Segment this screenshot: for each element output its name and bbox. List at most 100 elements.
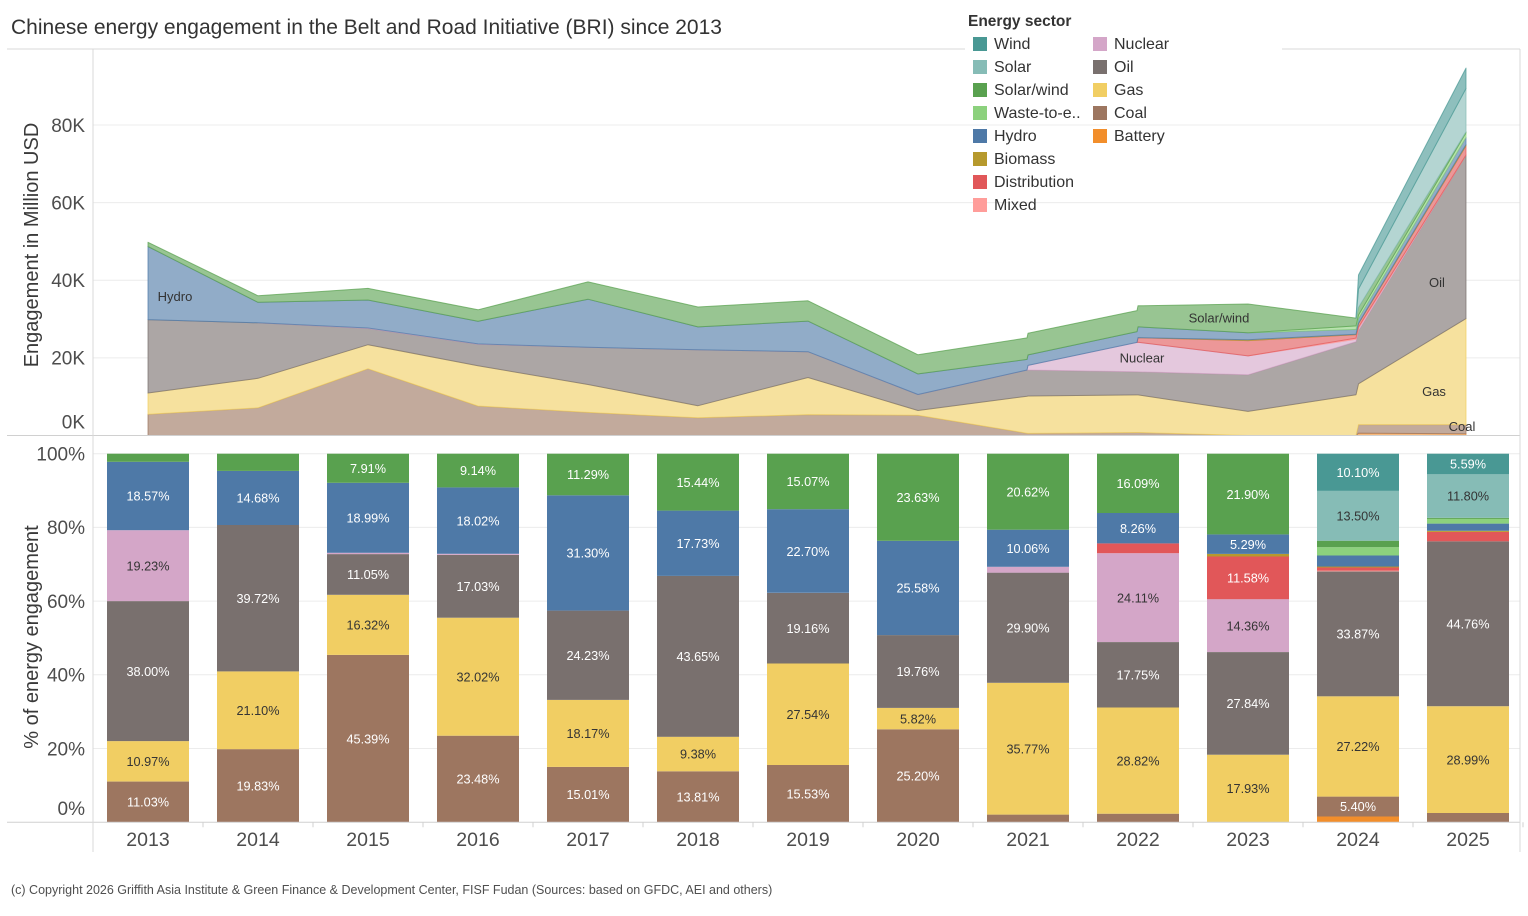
svg-text:25.58%: 25.58% [896, 582, 939, 596]
svg-text:7.91%: 7.91% [350, 462, 386, 476]
svg-text:45.39%: 45.39% [346, 732, 389, 746]
svg-text:18.57%: 18.57% [126, 490, 169, 504]
svg-text:16.32%: 16.32% [346, 619, 389, 633]
svg-text:2015: 2015 [346, 829, 390, 851]
svg-text:13.50%: 13.50% [1336, 510, 1379, 524]
svg-text:18.17%: 18.17% [566, 727, 609, 741]
svg-text:2023: 2023 [1226, 829, 1269, 851]
svg-text:22.70%: 22.70% [786, 545, 829, 559]
svg-text:2013: 2013 [126, 829, 169, 851]
svg-text:Coal: Coal [1449, 419, 1476, 434]
svg-text:15.44%: 15.44% [676, 476, 719, 490]
svg-text:11.58%: 11.58% [1227, 572, 1269, 586]
svg-text:Wind: Wind [994, 36, 1030, 53]
svg-text:5.82%: 5.82% [900, 712, 936, 726]
svg-text:80K: 80K [51, 116, 85, 137]
svg-text:(c) Copyright 2026 Griffith As: (c) Copyright 2026 Griffith Asia Institu… [11, 883, 772, 897]
svg-text:35.77%: 35.77% [1006, 742, 1049, 756]
svg-text:27.54%: 27.54% [786, 708, 829, 722]
svg-text:14.68%: 14.68% [236, 492, 279, 506]
svg-text:19.83%: 19.83% [236, 779, 279, 793]
svg-text:Nuclear: Nuclear [1120, 351, 1165, 366]
svg-text:20%: 20% [47, 739, 85, 760]
svg-text:9.38%: 9.38% [680, 748, 716, 762]
svg-text:2020: 2020 [896, 829, 940, 851]
svg-text:40%: 40% [47, 666, 85, 687]
svg-text:Oil: Oil [1114, 59, 1134, 76]
svg-text:2025: 2025 [1446, 829, 1490, 851]
svg-text:Mixed: Mixed [994, 197, 1037, 214]
svg-text:Coal: Coal [1114, 105, 1147, 122]
svg-text:60%: 60% [47, 592, 85, 613]
svg-text:19.23%: 19.23% [126, 559, 169, 573]
svg-text:0%: 0% [58, 799, 86, 820]
svg-text:2022: 2022 [1116, 829, 1159, 851]
svg-text:19.76%: 19.76% [896, 665, 939, 679]
svg-text:Gas: Gas [1422, 384, 1446, 399]
svg-text:21.90%: 21.90% [1226, 488, 1269, 502]
svg-text:32.02%: 32.02% [456, 670, 499, 684]
svg-text:33.87%: 33.87% [1336, 628, 1379, 642]
svg-text:Distribution: Distribution [994, 174, 1074, 191]
svg-text:9.14%: 9.14% [460, 464, 496, 478]
svg-text:23.48%: 23.48% [456, 773, 499, 787]
svg-text:2016: 2016 [456, 829, 499, 851]
svg-text:11.29%: 11.29% [567, 468, 609, 482]
svg-text:40K: 40K [51, 271, 85, 292]
svg-text:2017: 2017 [566, 829, 609, 851]
svg-text:18.02%: 18.02% [456, 514, 499, 528]
svg-text:Nuclear: Nuclear [1114, 36, 1170, 53]
svg-text:2019: 2019 [786, 829, 829, 851]
svg-text:15.53%: 15.53% [786, 787, 829, 801]
svg-text:Waste-to-e..: Waste-to-e.. [994, 105, 1081, 122]
svg-text:31.30%: 31.30% [566, 547, 609, 561]
svg-text:Engagement in Million USD: Engagement in Million USD [21, 123, 43, 368]
svg-text:29.90%: 29.90% [1006, 621, 1049, 635]
svg-text:Hydro: Hydro [158, 289, 193, 304]
svg-text:5.29%: 5.29% [1230, 538, 1266, 552]
svg-text:11.80%: 11.80% [1447, 490, 1489, 504]
svg-text:20K: 20K [51, 349, 85, 370]
svg-text:10.10%: 10.10% [1336, 466, 1379, 480]
svg-text:28.82%: 28.82% [1116, 754, 1159, 768]
svg-text:5.40%: 5.40% [1340, 800, 1376, 814]
svg-text:39.72%: 39.72% [236, 592, 279, 606]
svg-text:10.97%: 10.97% [126, 755, 169, 769]
svg-text:2021: 2021 [1006, 829, 1049, 851]
svg-text:20.62%: 20.62% [1006, 485, 1049, 499]
svg-text:0K: 0K [62, 413, 86, 434]
svg-text:Solar/wind: Solar/wind [1189, 311, 1250, 326]
svg-text:2024: 2024 [1336, 829, 1380, 851]
svg-text:24.23%: 24.23% [566, 649, 609, 663]
svg-text:Gas: Gas [1114, 82, 1143, 99]
svg-text:Hydro: Hydro [994, 128, 1037, 145]
svg-text:8.26%: 8.26% [1120, 522, 1156, 536]
svg-text:28.99%: 28.99% [1446, 753, 1489, 767]
svg-text:100%: 100% [36, 445, 85, 466]
svg-text:5.59%: 5.59% [1450, 458, 1486, 472]
svg-text:Biomass: Biomass [994, 151, 1055, 168]
svg-text:38.00%: 38.00% [126, 665, 169, 679]
svg-text:Oil: Oil [1429, 275, 1445, 290]
svg-text:11.05%: 11.05% [347, 568, 389, 582]
svg-text:2014: 2014 [236, 829, 280, 851]
svg-text:44.76%: 44.76% [1446, 617, 1489, 631]
svg-text:Energy sector: Energy sector [968, 13, 1071, 30]
svg-text:17.93%: 17.93% [1226, 782, 1269, 796]
svg-text:Solar/wind: Solar/wind [994, 82, 1069, 99]
svg-text:17.73%: 17.73% [676, 537, 719, 551]
svg-text:27.22%: 27.22% [1336, 740, 1379, 754]
svg-text:% of energy engagement: % of energy engagement [21, 525, 43, 749]
svg-text:15.01%: 15.01% [566, 788, 609, 802]
svg-text:14.36%: 14.36% [1226, 619, 1269, 633]
svg-text:17.03%: 17.03% [456, 580, 499, 594]
svg-text:17.75%: 17.75% [1116, 669, 1159, 683]
svg-text:27.84%: 27.84% [1226, 697, 1269, 711]
svg-text:23.63%: 23.63% [896, 491, 939, 505]
svg-text:43.65%: 43.65% [676, 650, 719, 664]
svg-text:10.06%: 10.06% [1006, 542, 1049, 556]
svg-text:24.11%: 24.11% [1117, 591, 1159, 605]
svg-text:25.20%: 25.20% [896, 770, 939, 784]
svg-text:2018: 2018 [676, 829, 719, 851]
svg-text:60K: 60K [51, 193, 85, 214]
